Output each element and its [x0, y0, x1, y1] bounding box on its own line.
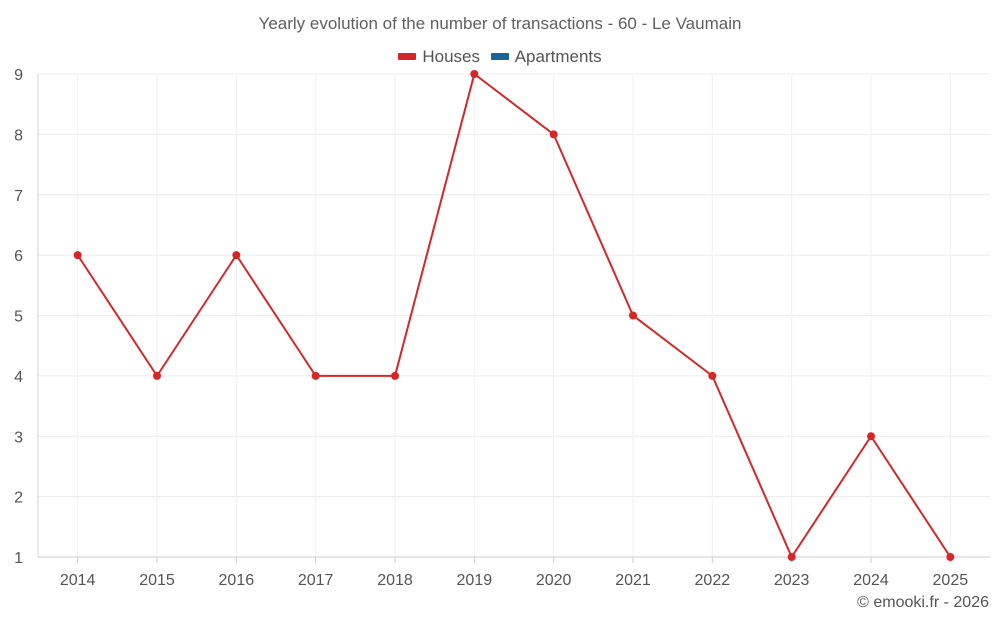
data-point-houses-2016	[232, 251, 241, 260]
x-tick-label-2017: 2017	[298, 572, 334, 589]
x-tick-label-2018: 2018	[377, 572, 413, 589]
y-tick-label-4: 4	[14, 369, 23, 386]
x-tick-label-2020: 2020	[536, 572, 572, 589]
legend-item-houses[interactable]: Houses	[398, 47, 480, 67]
data-point-houses-2022	[708, 371, 717, 380]
x-tick-label-2016: 2016	[219, 572, 255, 589]
data-point-houses-2025	[946, 553, 955, 561]
x-tick-label-2014: 2014	[60, 572, 96, 589]
legend: Houses Apartments	[0, 45, 1000, 67]
x-tick-label-2021: 2021	[615, 572, 651, 589]
x-tick-label-2024: 2024	[853, 572, 889, 589]
y-tick-label-9: 9	[14, 67, 23, 84]
data-point-houses-2018	[391, 371, 399, 380]
x-tick-label-2015: 2015	[139, 572, 175, 589]
data-point-houses-2014	[73, 251, 82, 260]
x-tick-label-2022: 2022	[695, 572, 731, 589]
x-tick-label-2025: 2025	[933, 572, 969, 589]
data-point-houses-2020	[549, 130, 558, 139]
data-point-houses-2019	[470, 70, 479, 78]
y-tick-label-7: 7	[14, 188, 23, 205]
x-tick-label-2023: 2023	[774, 572, 810, 589]
y-tick-label-6: 6	[14, 248, 23, 265]
y-tick-label-3: 3	[14, 429, 23, 446]
data-point-houses-2024	[867, 432, 875, 441]
chart-title: Yearly evolution of the number of transa…	[258, 14, 742, 33]
y-tick-label-5: 5	[14, 309, 23, 326]
data-point-houses-2023	[787, 553, 796, 561]
data-point-houses-2017	[311, 371, 320, 380]
y-tick-label-1: 1	[14, 550, 23, 567]
y-tick-label-8: 8	[14, 127, 23, 144]
series-line-houses	[76, 73, 952, 558]
legend-item-apartments[interactable]: Apartments	[490, 46, 602, 67]
legend-swatch-apartments	[490, 53, 509, 60]
credit-text: © emooki.fr - 2026	[857, 594, 989, 611]
data-point-houses-2015	[153, 371, 161, 380]
x-tick-label-2019: 2019	[457, 572, 493, 589]
y-tick-label-2: 2	[14, 490, 23, 507]
legend-label-apartments: Apartments	[514, 46, 602, 66]
legend-label-houses: Houses	[422, 46, 480, 66]
data-point-houses-2021	[629, 311, 637, 320]
legend-swatch-houses	[398, 53, 417, 60]
